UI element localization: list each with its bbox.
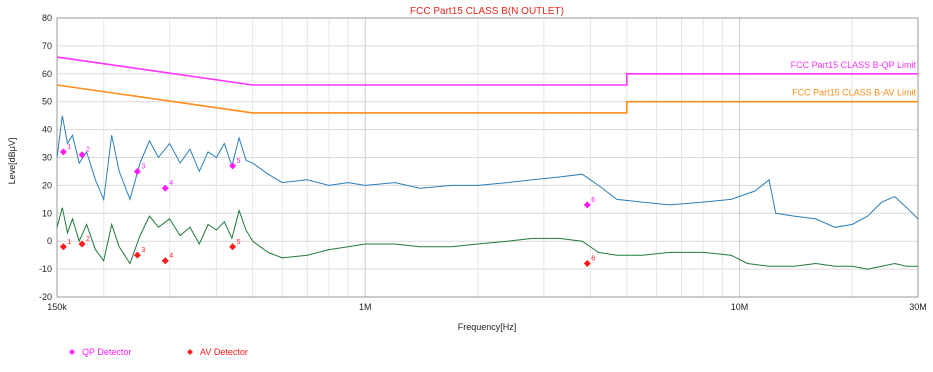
y-tick-label: 0 <box>47 236 52 246</box>
peak-markers: 1 2 3 4 5 6 1 2 3 4 5 6 <box>59 144 595 268</box>
av-marker-2 <box>78 240 86 248</box>
qp-marker-label: 4 <box>169 180 173 187</box>
legend: QP Detector AV Detector <box>69 347 248 357</box>
av-trace <box>56 207 918 270</box>
y-tick-label: 60 <box>42 69 52 79</box>
qp-marker-3 <box>133 167 141 175</box>
qp-legend-label: QP Detector <box>82 347 131 357</box>
x-axis-label: Frequency[Hz] <box>458 322 517 332</box>
y-tick-label: 30 <box>42 153 52 163</box>
av-limit-line <box>56 84 918 114</box>
limit-lines: FCC Part15 CLASS B-QP Limit FCC Part15 CL… <box>56 56 918 114</box>
x-tick-label: 1M <box>359 302 372 312</box>
qp-marker-4 <box>161 184 169 192</box>
axes: -20 -10 0 10 20 30 40 50 60 70 80 150k 1M 10M 30M <box>39 13 927 312</box>
av-marker-label: 4 <box>169 253 173 260</box>
qp-trace <box>56 115 919 228</box>
y-tick-label: 10 <box>42 208 52 218</box>
av-legend-marker <box>187 349 193 355</box>
qp-marker-label: 1 <box>67 144 71 151</box>
av-marker-label: 5 <box>237 239 241 246</box>
qp-marker-1 <box>59 148 67 156</box>
av-marker-label: 2 <box>86 236 90 243</box>
y-tick-label: 20 <box>42 180 52 190</box>
qp-marker-5 <box>229 162 237 170</box>
y-tick-label: 70 <box>42 41 52 51</box>
x-tick-label: 150k <box>47 302 67 312</box>
qp-marker-label: 6 <box>591 197 595 204</box>
x-tick-label: 30M <box>909 302 927 312</box>
av-marker-3 <box>133 251 141 259</box>
qp-marker-6 <box>583 201 591 209</box>
qp-limit-label: FCC Part15 CLASS B-QP Limit <box>791 60 917 70</box>
av-marker-6 <box>583 260 591 268</box>
av-marker-label: 3 <box>141 247 145 254</box>
y-tick-label: -10 <box>39 264 52 274</box>
av-marker-5 <box>229 243 237 251</box>
av-marker-4 <box>161 257 169 265</box>
qp-marker-label: 2 <box>86 147 90 154</box>
qp-marker-label: 5 <box>237 158 241 165</box>
av-limit-label: FCC Part15 CLASS B-AV Limit <box>792 88 916 98</box>
y-tick-label: 50 <box>42 97 52 107</box>
y-tick-label: 80 <box>42 13 52 23</box>
y-tick-label: -20 <box>39 292 52 302</box>
av-marker-label: 1 <box>67 239 71 246</box>
qp-legend-marker <box>69 349 75 355</box>
measurement-traces <box>56 115 919 270</box>
qp-marker-2 <box>78 151 86 159</box>
chart-title: FCC Part15 CLASS B(N OUTLET) <box>410 6 564 17</box>
y-axis-label: Leve[dBμV] <box>7 138 17 185</box>
qp-marker-label: 3 <box>141 163 145 170</box>
x-tick-label: 10M <box>731 302 749 312</box>
qp-limit-line <box>56 56 918 86</box>
av-marker-label: 6 <box>591 256 595 263</box>
av-legend-label: AV Detector <box>200 347 248 357</box>
av-marker-1 <box>59 243 67 251</box>
y-tick-label: 40 <box>42 125 52 135</box>
